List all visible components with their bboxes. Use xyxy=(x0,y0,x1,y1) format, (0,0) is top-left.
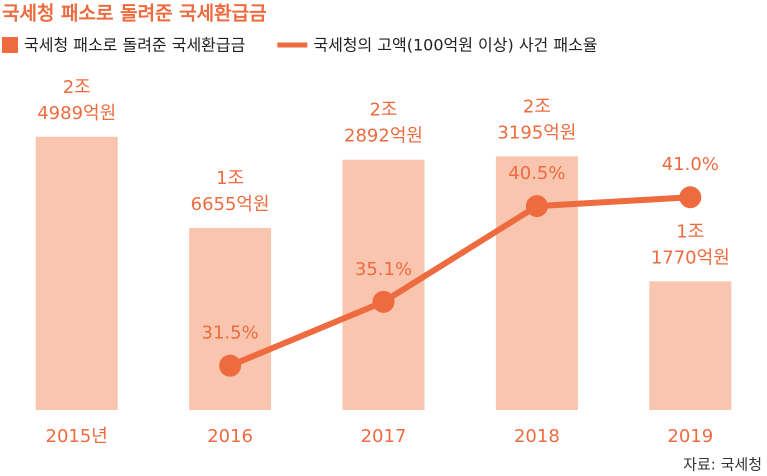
data-label: 40.5% xyxy=(508,163,565,184)
point xyxy=(679,186,702,209)
legend-swatch xyxy=(2,37,18,53)
x-tick-label: 2016 xyxy=(207,426,253,447)
data-label: 1조 6655억원 xyxy=(191,168,270,215)
data-label: 2조 2892억원 xyxy=(344,100,423,147)
x-tick-label: 2018 xyxy=(514,426,560,447)
chart-title: 국세청 패소로 돌려준 국세환급금 xyxy=(2,3,267,25)
source: 자료: 국세청 xyxy=(683,456,762,474)
point xyxy=(219,354,242,377)
bar xyxy=(649,281,732,410)
data-label: 35.1% xyxy=(355,259,412,280)
data-label: 2조 3195억원 xyxy=(497,96,576,143)
data-label: 31.5% xyxy=(202,323,259,344)
x-tick-label: 2019 xyxy=(667,426,713,447)
bar xyxy=(189,227,272,410)
point xyxy=(372,290,395,313)
x-tick-label: 2015년 xyxy=(46,426,108,447)
legend-label: 국세청의 고액(100억원 이상) 사건 패소율 xyxy=(313,36,597,55)
point xyxy=(525,195,548,218)
bar xyxy=(495,156,578,410)
line xyxy=(228,194,691,369)
bar xyxy=(35,136,118,410)
x-tick-label: 2017 xyxy=(361,426,407,447)
data-label: 2조 4989억원 xyxy=(37,77,116,124)
legend-label: 국세청 패소로 돌려준 국세환급금 xyxy=(24,36,245,55)
data-label: 41.0% xyxy=(662,154,719,175)
data-label: 1조 1770억원 xyxy=(651,221,730,268)
